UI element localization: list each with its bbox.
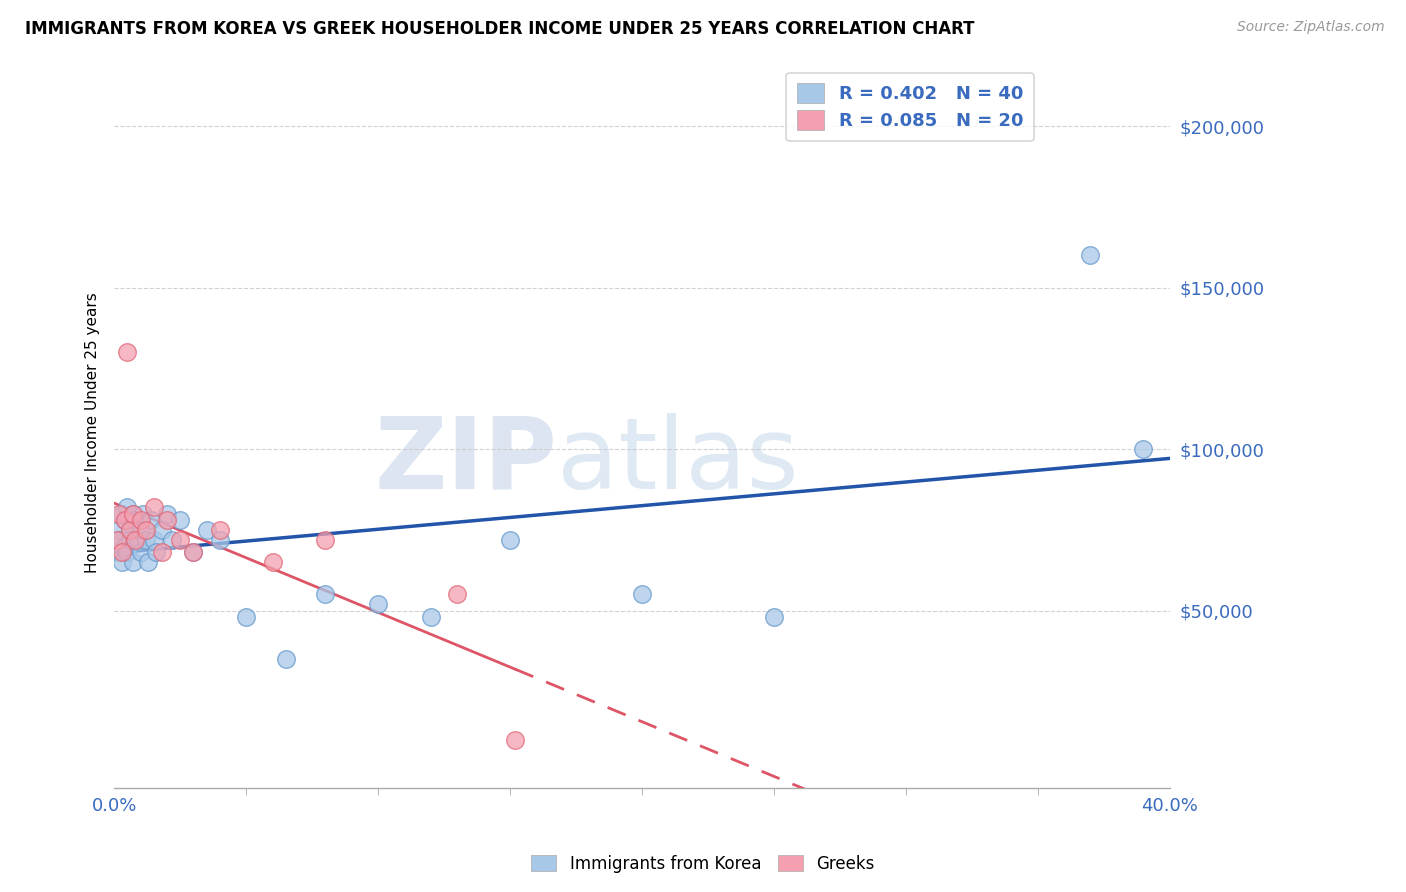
Point xyxy=(145,545,167,559)
Point xyxy=(118,523,141,537)
Point xyxy=(183,545,205,559)
Point xyxy=(274,652,297,666)
Point xyxy=(121,555,143,569)
Point xyxy=(114,513,136,527)
Point xyxy=(105,533,128,547)
Point xyxy=(114,539,136,553)
Point xyxy=(132,507,155,521)
Point xyxy=(262,555,284,569)
Point xyxy=(183,545,205,559)
Point xyxy=(1132,442,1154,456)
Point xyxy=(117,500,139,515)
Point xyxy=(121,507,143,521)
Point xyxy=(108,533,131,547)
Text: ZIP: ZIP xyxy=(374,413,557,510)
Point xyxy=(124,513,146,527)
Point xyxy=(162,533,184,547)
Point xyxy=(499,533,522,547)
Point xyxy=(367,597,389,611)
Point xyxy=(129,513,152,527)
Y-axis label: Householder Income Under 25 years: Householder Income Under 25 years xyxy=(86,293,100,574)
Point xyxy=(105,545,128,559)
Point xyxy=(446,587,468,601)
Legend: R = 0.402   N = 40, R = 0.085   N = 20: R = 0.402 N = 40, R = 0.085 N = 20 xyxy=(786,72,1033,141)
Point xyxy=(118,533,141,547)
Text: IMMIGRANTS FROM KOREA VS GREEK HOUSEHOLDER INCOME UNDER 25 YEARS CORRELATION CHA: IMMIGRANTS FROM KOREA VS GREEK HOUSEHOLD… xyxy=(25,20,974,37)
Point xyxy=(111,545,134,559)
Point xyxy=(138,555,160,569)
Point xyxy=(208,523,231,537)
Point xyxy=(631,587,654,601)
Point xyxy=(118,523,141,537)
Point xyxy=(150,523,173,537)
Point xyxy=(114,513,136,527)
Point xyxy=(156,513,179,527)
Point xyxy=(124,533,146,547)
Point xyxy=(117,345,139,359)
Point xyxy=(419,610,441,624)
Point xyxy=(121,507,143,521)
Point xyxy=(195,523,218,537)
Point xyxy=(129,545,152,559)
Text: Source: ZipAtlas.com: Source: ZipAtlas.com xyxy=(1237,20,1385,34)
Point xyxy=(150,545,173,559)
Text: atlas: atlas xyxy=(557,413,799,510)
Point xyxy=(503,732,526,747)
Point xyxy=(208,533,231,547)
Legend: Immigrants from Korea, Greeks: Immigrants from Korea, Greeks xyxy=(524,848,882,880)
Point xyxy=(127,533,149,547)
Point xyxy=(135,523,157,537)
Point xyxy=(142,500,165,515)
Point xyxy=(108,507,131,521)
Point xyxy=(111,507,134,521)
Point xyxy=(135,533,157,547)
Point xyxy=(314,533,336,547)
Point xyxy=(156,507,179,521)
Point xyxy=(139,513,162,527)
Point xyxy=(108,523,131,537)
Point xyxy=(235,610,257,624)
Point xyxy=(142,533,165,547)
Point xyxy=(762,610,785,624)
Point xyxy=(129,523,152,537)
Point xyxy=(117,545,139,559)
Point xyxy=(169,533,191,547)
Point xyxy=(314,587,336,601)
Point xyxy=(111,555,134,569)
Point xyxy=(169,513,191,527)
Point xyxy=(1080,248,1102,262)
